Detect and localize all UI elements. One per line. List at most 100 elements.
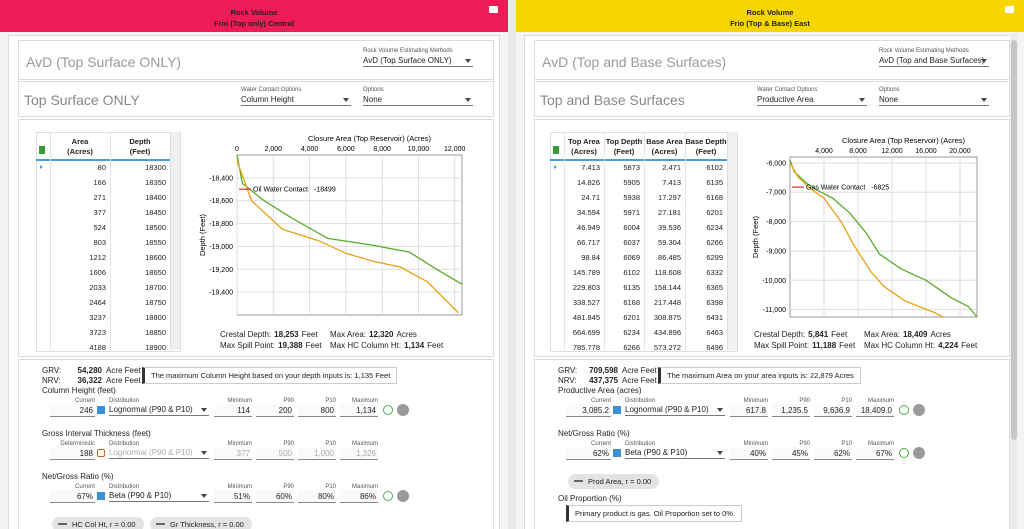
stat-input[interactable]: 114 bbox=[214, 404, 252, 417]
table-cell: 664.699 bbox=[572, 328, 600, 337]
distribution-select[interactable]: Lognormal (P90 & P10) bbox=[109, 404, 209, 416]
comment-icon[interactable] bbox=[1005, 6, 1014, 13]
column-divider bbox=[644, 132, 645, 350]
stat-label: Max HC Column Ht: bbox=[864, 341, 936, 350]
correlate-icon[interactable] bbox=[397, 404, 409, 416]
method-card: AvD (Top Surface ONLY) Rock Volume Estima… bbox=[18, 40, 494, 80]
stat-input[interactable]: 18,409.0 bbox=[856, 404, 894, 417]
comment-icon[interactable] bbox=[489, 6, 498, 13]
stat-input[interactable]: 40% bbox=[730, 447, 768, 460]
table-cell: 18900 bbox=[145, 343, 166, 352]
distribution-value: Beta (P90 & P10) bbox=[625, 448, 688, 457]
table-cell: 6201 bbox=[706, 208, 723, 217]
table-cell: 18750 bbox=[145, 298, 166, 307]
stat-input-label: P90 bbox=[283, 484, 294, 490]
distribution-label: Distribution bbox=[109, 441, 140, 447]
current-input[interactable]: 67% bbox=[50, 490, 95, 503]
stat-input[interactable]: 9,636.9 bbox=[814, 404, 852, 417]
table-cell: 2.471 bbox=[662, 163, 681, 172]
table-cell: 6102 bbox=[623, 268, 640, 277]
table-cell: 6234 bbox=[706, 223, 723, 232]
stat-input-label: Minimum bbox=[227, 484, 252, 490]
info-icon[interactable] bbox=[899, 448, 909, 458]
correlation-button[interactable]: HC Col Ht, r = 0.00 bbox=[52, 517, 144, 529]
stat-input[interactable]: 62% bbox=[814, 447, 852, 460]
column-header: Top Area bbox=[568, 137, 600, 146]
method-card: AvD (Top and Base Surfaces) Rock Volume E… bbox=[534, 40, 1010, 80]
volume-unit: Acre Feet bbox=[106, 366, 141, 375]
current-label: Current bbox=[74, 398, 95, 404]
info-icon[interactable] bbox=[383, 491, 393, 501]
delete-icon[interactable] bbox=[39, 146, 45, 154]
distribution-icon[interactable] bbox=[97, 492, 105, 500]
distribution-select[interactable]: Beta (P90 & P10) bbox=[625, 447, 725, 459]
distribution-select[interactable]: Beta (P90 & P10) bbox=[109, 490, 209, 502]
lock-icon[interactable] bbox=[97, 449, 105, 457]
section-title: Top Surface ONLY bbox=[24, 92, 140, 108]
correlate-icon[interactable] bbox=[397, 490, 409, 502]
current-input[interactable]: 3,085.2 bbox=[566, 404, 611, 417]
column-header: Top Depth bbox=[605, 137, 643, 146]
correlate-icon[interactable] bbox=[913, 404, 925, 416]
field-label: Options bbox=[879, 87, 900, 93]
table-header-bg bbox=[550, 132, 727, 161]
distribution-label: Distribution bbox=[625, 398, 656, 404]
delete-icon[interactable] bbox=[553, 146, 559, 154]
current-input[interactable]: 62% bbox=[566, 447, 611, 460]
method-select[interactable]: AvD (Top and Base Surfaces) bbox=[879, 55, 989, 67]
table-cell: 6431 bbox=[706, 313, 723, 322]
table-cell: 39.536 bbox=[658, 223, 681, 232]
correlate-icon[interactable] bbox=[913, 447, 925, 459]
param-title: Column Height (feet) bbox=[42, 386, 116, 395]
stat-input[interactable]: 80% bbox=[298, 490, 336, 503]
stat-label: Max Spill Point: bbox=[220, 341, 276, 350]
stat-input: 377 bbox=[214, 447, 252, 460]
stat-input[interactable]: 1,235.5 bbox=[772, 404, 810, 417]
stat-input[interactable]: 67% bbox=[856, 447, 894, 460]
stat-value: 19,388 bbox=[278, 341, 303, 350]
current-input[interactable]: 188 bbox=[50, 447, 95, 460]
distribution-icon[interactable] bbox=[613, 449, 621, 457]
stat: Max Spill Point: 11,188 Feet bbox=[754, 341, 855, 350]
field-select[interactable]: Column Height bbox=[241, 94, 351, 106]
arrow-icon bbox=[574, 480, 583, 482]
table-cell: 4188 bbox=[89, 343, 106, 352]
stat-input[interactable]: 51% bbox=[214, 490, 252, 503]
page-scrollbar-thumb[interactable] bbox=[1011, 40, 1017, 440]
correlation-button[interactable]: Gr Thickness, r = 0.00 bbox=[150, 517, 252, 529]
method-title: AvD (Top Surface ONLY) bbox=[26, 54, 182, 70]
table-cell: 6398 bbox=[706, 298, 723, 307]
method-select[interactable]: AvD (Top Surface ONLY) bbox=[363, 55, 473, 67]
table-cell: 524 bbox=[93, 223, 106, 232]
volume-message: The maximum Column Height based on your … bbox=[142, 367, 398, 384]
stat-input[interactable]: 86% bbox=[340, 490, 378, 503]
distribution-select[interactable]: Lognormal (P90 & P10) bbox=[625, 404, 725, 416]
table-cell: 6135 bbox=[706, 178, 723, 187]
param-title: Net/Gross Ratio (%) bbox=[42, 472, 114, 481]
distribution-value: Lognormal (P90 & P10) bbox=[625, 405, 709, 414]
distribution-icon[interactable] bbox=[613, 406, 621, 414]
stat-input[interactable]: 1,134 bbox=[340, 404, 378, 417]
current-input[interactable]: 246 bbox=[50, 404, 95, 417]
stat-input[interactable]: 200 bbox=[256, 404, 294, 417]
field-select[interactable]: None bbox=[363, 94, 473, 106]
field-select[interactable]: None bbox=[879, 94, 989, 106]
correlation-button[interactable]: Prod Area, r = 0.00 bbox=[568, 474, 660, 489]
stat-unit: Feet bbox=[301, 330, 318, 339]
table-cell: 3237 bbox=[89, 313, 106, 322]
stat-unit: Feet bbox=[831, 330, 848, 339]
distribution-icon[interactable] bbox=[97, 406, 105, 414]
panel-header: Rock Volume Frio (Top only) Central bbox=[0, 0, 508, 32]
stat-input-label: Maximum bbox=[351, 484, 378, 490]
stat-input[interactable]: 800 bbox=[298, 404, 336, 417]
info-icon[interactable] bbox=[383, 405, 393, 415]
stat-input[interactable]: 45% bbox=[772, 447, 810, 460]
stat-input[interactable]: 60% bbox=[256, 490, 294, 503]
volume-value: 36,322 bbox=[77, 376, 102, 385]
column-header: (Feet) bbox=[613, 147, 635, 156]
info-icon[interactable] bbox=[899, 405, 909, 415]
stat-input-label: P10 bbox=[841, 441, 852, 447]
field-select[interactable]: Productive Area bbox=[757, 94, 867, 106]
stat-input[interactable]: 617.8 bbox=[730, 404, 768, 417]
